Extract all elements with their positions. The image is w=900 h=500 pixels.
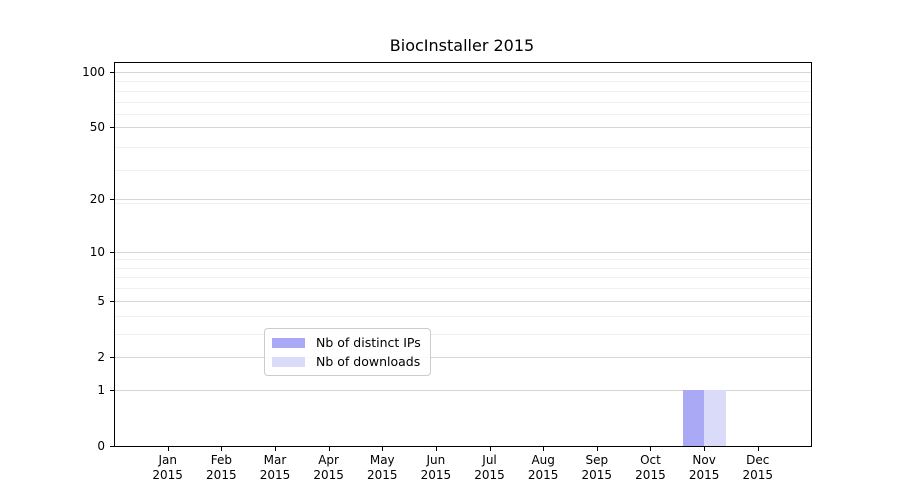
legend-swatch-distinct-ips	[272, 337, 305, 348]
y-gridline-major	[115, 251, 811, 253]
x-tick-label: Jun 2015	[404, 453, 468, 483]
x-tick-month: Aug	[531, 453, 555, 467]
x-tick-label: Apr 2015	[297, 453, 361, 483]
y-gridline-minor	[115, 267, 811, 269]
x-tick-year: 2015	[474, 468, 505, 482]
y-gridline-minor	[115, 114, 811, 116]
legend-item-downloads: Nb of downloads	[272, 354, 421, 369]
x-tick-label: Jan 2015	[136, 453, 200, 483]
x-tick-year: 2015	[206, 468, 237, 482]
x-tick-month: Oct	[640, 453, 661, 467]
y-tick-mark	[110, 356, 114, 358]
x-tick-year: 2015	[152, 468, 183, 482]
legend-item-distinct-ips: Nb of distinct IPs	[272, 335, 421, 350]
x-tick-mark	[274, 447, 276, 451]
y-gridline-minor	[115, 315, 811, 317]
chart-title: BiocInstaller 2015	[389, 36, 535, 55]
x-tick-label: Aug 2015	[511, 453, 575, 483]
y-tick-label: 100	[82, 64, 105, 79]
y-gridline-major	[115, 71, 811, 73]
y-tick-mark	[110, 300, 114, 302]
x-tick-month: Jun	[426, 453, 446, 467]
x-tick-mark	[543, 447, 545, 451]
x-tick-mark	[435, 447, 437, 451]
x-tick-mark	[757, 447, 759, 451]
x-tick-year: 2015	[366, 468, 398, 482]
x-tick-month: Dec	[746, 453, 770, 467]
x-tick-label: May 2015	[350, 453, 414, 483]
y-gridline-minor	[115, 203, 811, 205]
x-tick-mark	[167, 447, 169, 451]
y-gridline-minor	[115, 147, 811, 149]
y-tick-label: 50	[89, 120, 105, 135]
x-tick-month: Sep	[585, 453, 609, 467]
y-tick-label: 20	[89, 192, 105, 207]
y-gridline-major	[115, 300, 811, 302]
x-tick-year: 2015	[527, 468, 559, 482]
y-tick-label: 2	[97, 349, 105, 364]
x-tick-mark	[382, 447, 384, 451]
y-gridline-major	[115, 199, 811, 201]
x-tick-label: Dec 2015	[726, 453, 790, 483]
y-gridline-minor	[115, 170, 811, 172]
y-gridline-minor	[115, 101, 811, 103]
x-tick-label: Feb 2015	[189, 453, 253, 483]
x-tick-mark	[596, 447, 598, 451]
x-tick-year: 2015	[581, 468, 613, 482]
bar-nb-of-distinct-ips	[682, 389, 705, 446]
x-tick-year: 2015	[420, 468, 452, 482]
y-tick-mark	[110, 199, 114, 201]
y-gridline-minor	[115, 259, 811, 261]
y-tick-label: 1	[97, 382, 105, 397]
y-gridline-minor	[115, 81, 811, 83]
plot-area: 0 1 2 5 10 20 50 100 Jan 2015 Feb 2015 Mar 2015 Apr 201…	[82, 62, 812, 482]
x-tick-year: 2015	[635, 468, 666, 482]
y-gridline-major	[115, 127, 811, 129]
y-tick-label: 0	[97, 439, 105, 453]
x-tick-mark	[704, 447, 706, 451]
x-tick-month: Feb	[210, 453, 232, 467]
x-tick-month: Apr	[318, 453, 339, 467]
x-tick-label: Oct 2015	[618, 453, 682, 483]
x-tick-year: 2015	[313, 468, 344, 482]
x-tick-label: Mar 2015	[243, 453, 307, 483]
y-tick-label: 5	[97, 293, 105, 308]
y-tick-label: 10	[89, 244, 105, 259]
x-tick-year: 2015	[259, 468, 291, 482]
y-gridline-minor	[115, 288, 811, 290]
legend-label-downloads: Nb of downloads	[316, 354, 421, 369]
bar-nb-of-downloads	[704, 389, 726, 446]
x-tick-mark	[221, 447, 223, 451]
legend-label-distinct-ips: Nb of distinct IPs	[316, 335, 421, 350]
x-tick-label: Jul 2015	[458, 453, 522, 483]
x-tick-mark	[328, 447, 330, 451]
x-tick-month: Mar	[263, 453, 287, 467]
x-tick-month: May	[369, 453, 395, 467]
y-gridline-minor	[115, 90, 811, 92]
y-gridline-minor	[115, 333, 811, 335]
legend-swatch-downloads	[272, 356, 305, 367]
y-tick-mark	[110, 127, 114, 129]
x-tick-mark	[489, 447, 491, 451]
y-gridline-minor	[115, 277, 811, 279]
x-tick-year: 2015	[688, 468, 720, 482]
x-tick-label: Sep 2015	[565, 453, 629, 483]
legend: Nb of distinct IPs Nb of downloads	[264, 328, 431, 376]
y-gridline-major	[115, 389, 811, 391]
y-tick-mark	[110, 446, 114, 447]
x-tick-label: Nov 2015	[672, 453, 736, 483]
x-tick-mark	[650, 447, 652, 451]
x-tick-year: 2015	[742, 468, 773, 482]
y-tick-mark	[110, 389, 114, 391]
x-tick-month: Nov	[692, 453, 716, 467]
y-tick-mark	[110, 251, 114, 253]
x-tick-month: Jan	[158, 453, 177, 467]
y-gridline-major	[115, 356, 811, 358]
y-tick-mark	[110, 71, 114, 73]
x-tick-month: Jul	[482, 453, 497, 467]
